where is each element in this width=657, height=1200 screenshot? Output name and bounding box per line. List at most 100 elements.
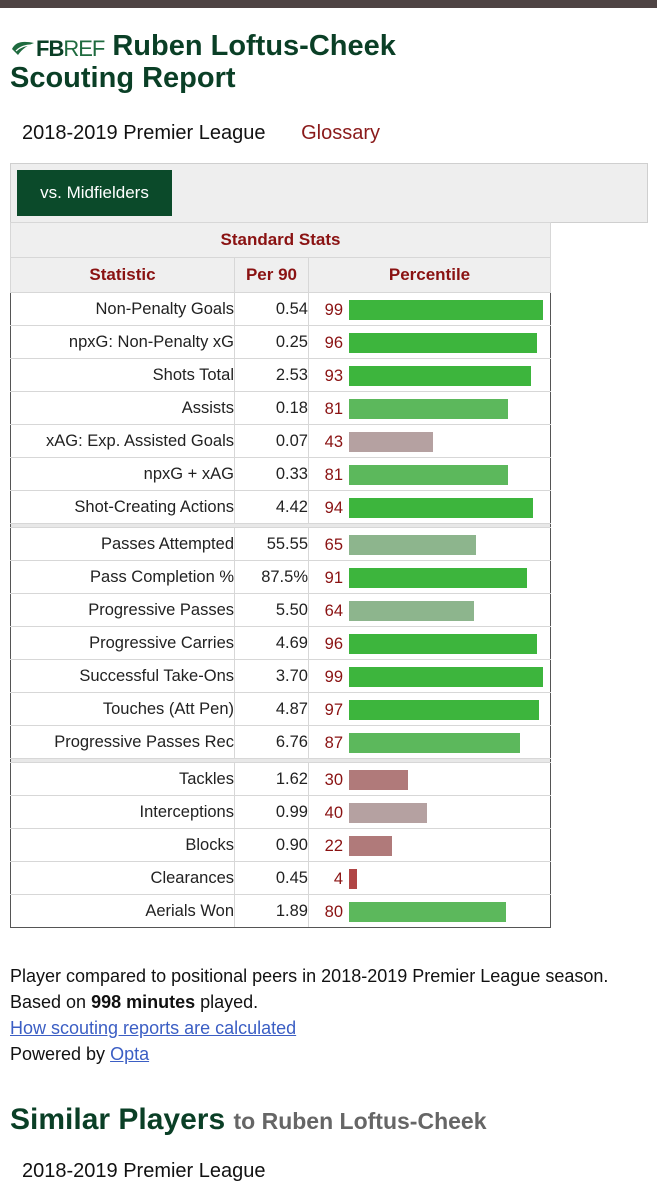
- percentile-cell: 65: [308, 527, 551, 561]
- percentile-value: 22: [324, 837, 343, 855]
- percentile-bar: [349, 869, 357, 889]
- percentile-cell: 43: [308, 424, 551, 458]
- stat-name[interactable]: Progressive Passes Rec: [10, 725, 235, 759]
- opta-link[interactable]: Opta: [110, 1044, 150, 1064]
- percentile-cell: 64: [308, 593, 551, 627]
- stat-name[interactable]: npxG + xAG: [10, 457, 235, 491]
- percentile-cell: 99: [308, 659, 551, 693]
- similar-subtitle: to Ruben Loftus-Cheek: [233, 1108, 487, 1134]
- percentile-value: 81: [324, 400, 343, 418]
- percentile-bar: [349, 667, 543, 687]
- percentile-cell: 81: [308, 391, 551, 425]
- percentile-bar: [349, 836, 392, 856]
- stat-name[interactable]: Blocks: [10, 828, 235, 862]
- table-row: Passes Attempted 55.55 65: [10, 527, 551, 561]
- per90-value: 6.76: [234, 725, 309, 759]
- percentile-value: 93: [324, 367, 343, 385]
- percentile-value: 99: [324, 301, 343, 319]
- per90-value: 55.55: [234, 527, 309, 561]
- per90-value: 4.69: [234, 626, 309, 660]
- stat-name[interactable]: Non-Penalty Goals: [10, 292, 235, 326]
- similar-season-label: 2018-2019 Premier League: [22, 1160, 266, 1182]
- per90-value: 87.5%: [234, 560, 309, 594]
- percentile-cell: 93: [308, 358, 551, 392]
- glossary-link[interactable]: Glossary: [301, 122, 380, 144]
- vs-midfielders-button[interactable]: vs. Midfielders: [17, 170, 172, 216]
- column-header-per90[interactable]: Per 90: [234, 257, 309, 293]
- percentile-bar: [349, 770, 408, 790]
- stat-name[interactable]: Interceptions: [10, 795, 235, 829]
- percentile-value: 99: [324, 668, 343, 686]
- season-row: 2018-2019 Premier League Glossary: [22, 122, 380, 145]
- table-row: Progressive Passes 5.50 64: [10, 593, 551, 627]
- stat-name[interactable]: xAG: Exp. Assisted Goals: [10, 424, 235, 458]
- per90-value: 0.90: [234, 828, 309, 862]
- percentile-bar: [349, 498, 533, 518]
- table-row: Pass Completion % 87.5% 91: [10, 560, 551, 594]
- table-row: Assists 0.18 81: [10, 391, 551, 425]
- table-row: Clearances 0.45 4: [10, 861, 551, 895]
- percentile-value: 4: [333, 870, 343, 888]
- page-header: FBREF Ruben Loftus-Cheek Scouting Report: [10, 30, 650, 94]
- percentile-value: 80: [324, 903, 343, 921]
- percentile-cell: 87: [308, 725, 551, 759]
- percentile-bar: [349, 733, 520, 753]
- percentile-cell: 40: [308, 795, 551, 829]
- table-row: Touches (Att Pen) 4.87 97: [10, 692, 551, 726]
- stat-name[interactable]: Shots Total: [10, 358, 235, 392]
- percentile-value: 64: [324, 602, 343, 620]
- stats-table: Standard Stats Statistic Per 90 Percenti…: [10, 222, 551, 928]
- per90-value: 4.87: [234, 692, 309, 726]
- stat-name[interactable]: Progressive Passes: [10, 593, 235, 627]
- percentile-bar: [349, 535, 476, 555]
- table-row: xAG: Exp. Assisted Goals 0.07 43: [10, 424, 551, 458]
- similar-players-heading: Similar Players to Ruben Loftus-Cheek: [10, 1103, 487, 1137]
- how-calculated-link[interactable]: How scouting reports are calculated: [10, 1018, 297, 1038]
- column-header-percentile[interactable]: Percentile: [308, 257, 551, 293]
- percentile-cell: 30: [308, 762, 551, 796]
- percentile-bar: [349, 803, 427, 823]
- percentile-cell: 96: [308, 325, 551, 359]
- stat-name[interactable]: Passes Attempted: [10, 527, 235, 561]
- percentile-bar: [349, 333, 537, 353]
- per90-value: 0.99: [234, 795, 309, 829]
- stat-name[interactable]: Clearances: [10, 861, 235, 895]
- note-text: Player compared to positional peers in 2…: [10, 966, 609, 1012]
- percentile-cell: 4: [308, 861, 551, 895]
- stat-name[interactable]: Tackles: [10, 762, 235, 796]
- season-label: 2018-2019 Premier League: [22, 122, 266, 144]
- per90-value: 0.25: [234, 325, 309, 359]
- percentile-cell: 22: [308, 828, 551, 862]
- stat-name[interactable]: Assists: [10, 391, 235, 425]
- percentile-bar: [349, 465, 508, 485]
- percentile-value: 30: [324, 771, 343, 789]
- stat-name[interactable]: Pass Completion %: [10, 560, 235, 594]
- fbref-logo[interactable]: FBREF: [10, 36, 105, 62]
- stat-name[interactable]: Progressive Carries: [10, 626, 235, 660]
- percentile-bar: [349, 568, 527, 588]
- logo-text-light: REF: [63, 36, 105, 61]
- top-bar: [0, 0, 657, 8]
- per90-value: 5.50: [234, 593, 309, 627]
- percentile-cell: 81: [308, 457, 551, 491]
- stat-name[interactable]: Shot-Creating Actions: [10, 490, 235, 524]
- percentile-bar: [349, 902, 506, 922]
- table-row: Progressive Carries 4.69 96: [10, 626, 551, 660]
- similar-title: Similar Players: [10, 1103, 226, 1136]
- percentile-cell: 80: [308, 894, 551, 928]
- stat-name[interactable]: npxG: Non-Penalty xG: [10, 325, 235, 359]
- table-row: Interceptions 0.99 40: [10, 795, 551, 829]
- column-header-statistic[interactable]: Statistic: [10, 257, 235, 293]
- stat-name[interactable]: Successful Take-Ons: [10, 659, 235, 693]
- table-row: Non-Penalty Goals 0.54 99: [10, 292, 551, 326]
- page-title: Ruben Loftus-Cheek Scouting Report: [10, 30, 396, 94]
- powered-by-label: Powered by: [10, 1044, 111, 1064]
- percentile-bar: [349, 399, 508, 419]
- stat-name[interactable]: Aerials Won: [10, 894, 235, 928]
- minutes-played: 998 minutes: [91, 992, 196, 1012]
- per90-value: 3.70: [234, 659, 309, 693]
- percentile-bar: [349, 601, 474, 621]
- table-row: Tackles 1.62 30: [10, 762, 551, 796]
- stat-name[interactable]: Touches (Att Pen): [10, 692, 235, 726]
- per90-value: 0.07: [234, 424, 309, 458]
